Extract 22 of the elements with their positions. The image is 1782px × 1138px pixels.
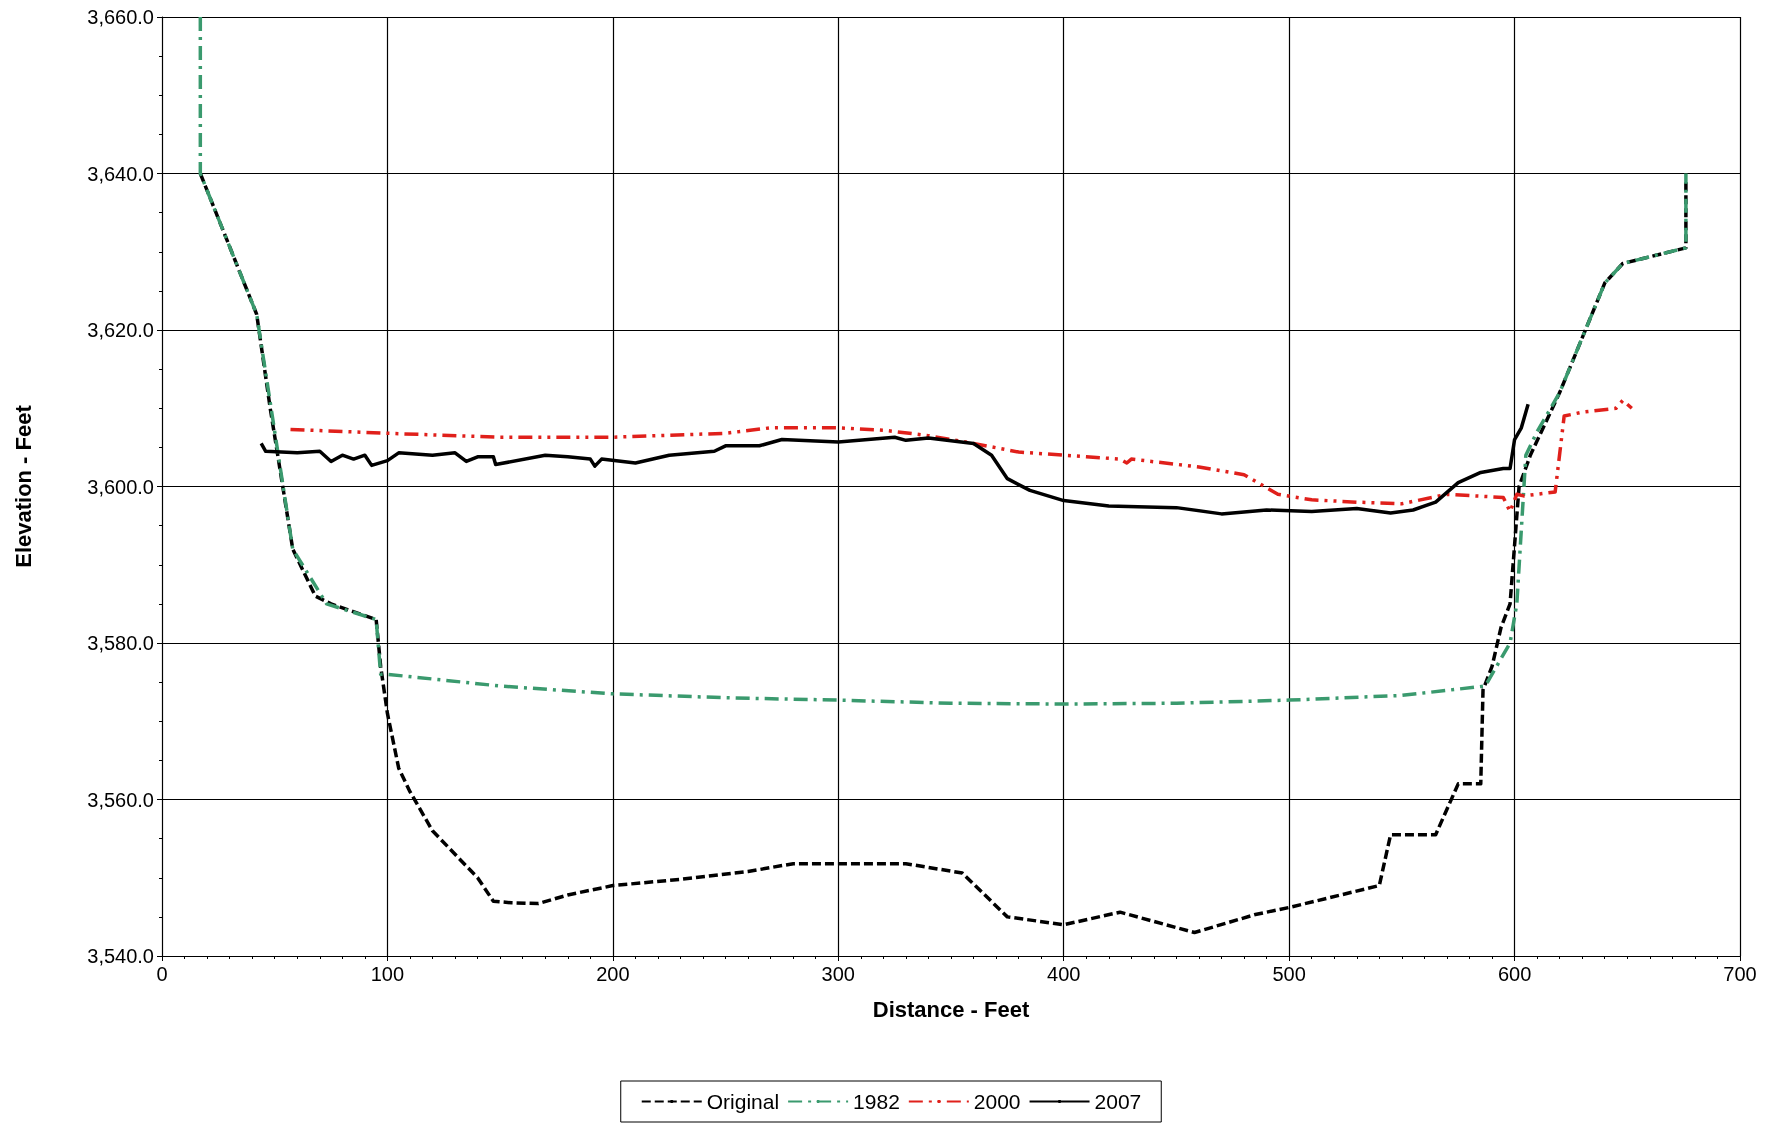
legend-label: 2000: [973, 1090, 1021, 1113]
x-tick-label: 0: [156, 963, 168, 985]
legend-label: 2007: [1094, 1090, 1142, 1113]
x-tick-label: 200: [596, 963, 630, 985]
legend-label: 1982: [853, 1090, 900, 1113]
x-tick-label: 600: [1497, 963, 1532, 985]
x-tick-label: 100: [370, 963, 405, 985]
line-series: [198, 15, 1688, 706]
x-tick-label: 300: [821, 963, 855, 985]
y-tick-label: 3,580.0: [87, 632, 154, 654]
x-tick-label: 400: [1047, 963, 1081, 985]
y-axis-title: Elevation - Feet: [10, 404, 36, 568]
y-tick-label: 3,660.0: [87, 6, 154, 28]
x-axis-title: Distance - Feet: [872, 996, 1030, 1022]
y-tick-label: 3,600.0: [87, 475, 154, 498]
x-tick-label: 500: [1272, 963, 1306, 985]
x-tick-label: 700: [1723, 963, 1757, 985]
y-tick-label: 3,640.0: [87, 162, 154, 185]
legend-label: Original: [706, 1090, 780, 1113]
y-tick-label: 3,620.0: [87, 319, 154, 341]
y-tick-label: 3,540.0: [87, 945, 154, 967]
y-tick-label: 3,560.0: [87, 788, 154, 811]
